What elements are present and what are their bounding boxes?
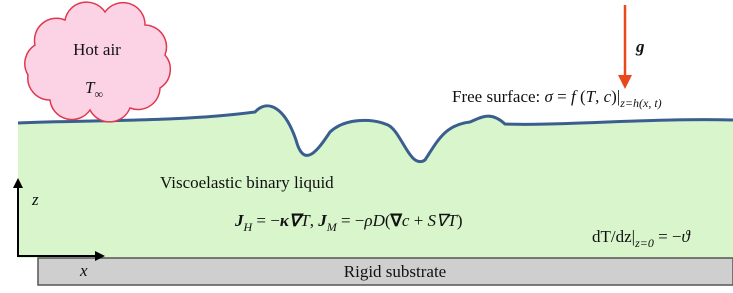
math-part: =: [553, 87, 571, 106]
math-part: +: [409, 211, 427, 230]
label: Free surface:: [452, 87, 545, 106]
free-surface-label: Free surface: σ = f (T, c)|z=h(x, t): [452, 87, 662, 110]
cloud-label: Hot air: [73, 40, 121, 59]
gravity-label: g: [635, 37, 645, 56]
liquid-label: Viscoelastic binary liquid: [160, 173, 334, 192]
math-part: = −: [337, 211, 365, 230]
math-part: z=h(x, t): [619, 96, 661, 110]
math-part: J: [317, 211, 327, 230]
math-part: = −: [654, 227, 682, 246]
math-part: J: [234, 211, 244, 230]
x-label: x: [79, 261, 88, 280]
math-part: = −: [252, 211, 280, 230]
substrate-label: Rigid substrate: [344, 262, 446, 281]
math-part: ): [457, 211, 463, 230]
subscript: ∞: [94, 87, 103, 101]
math-part: )|: [611, 87, 620, 106]
math-part: ,: [595, 87, 604, 106]
math-part: z=0: [634, 236, 654, 250]
z-label: z: [31, 190, 39, 209]
math-part: ,: [310, 211, 319, 230]
cloud: [25, 2, 171, 122]
math-part: ∇: [390, 211, 403, 230]
diagram: Rigid substrate Hot air T∞ g Free surfac…: [0, 0, 733, 293]
math-part: dT/dz|: [592, 227, 635, 246]
math-part: ρD: [363, 211, 385, 230]
math-part: (: [576, 87, 586, 106]
